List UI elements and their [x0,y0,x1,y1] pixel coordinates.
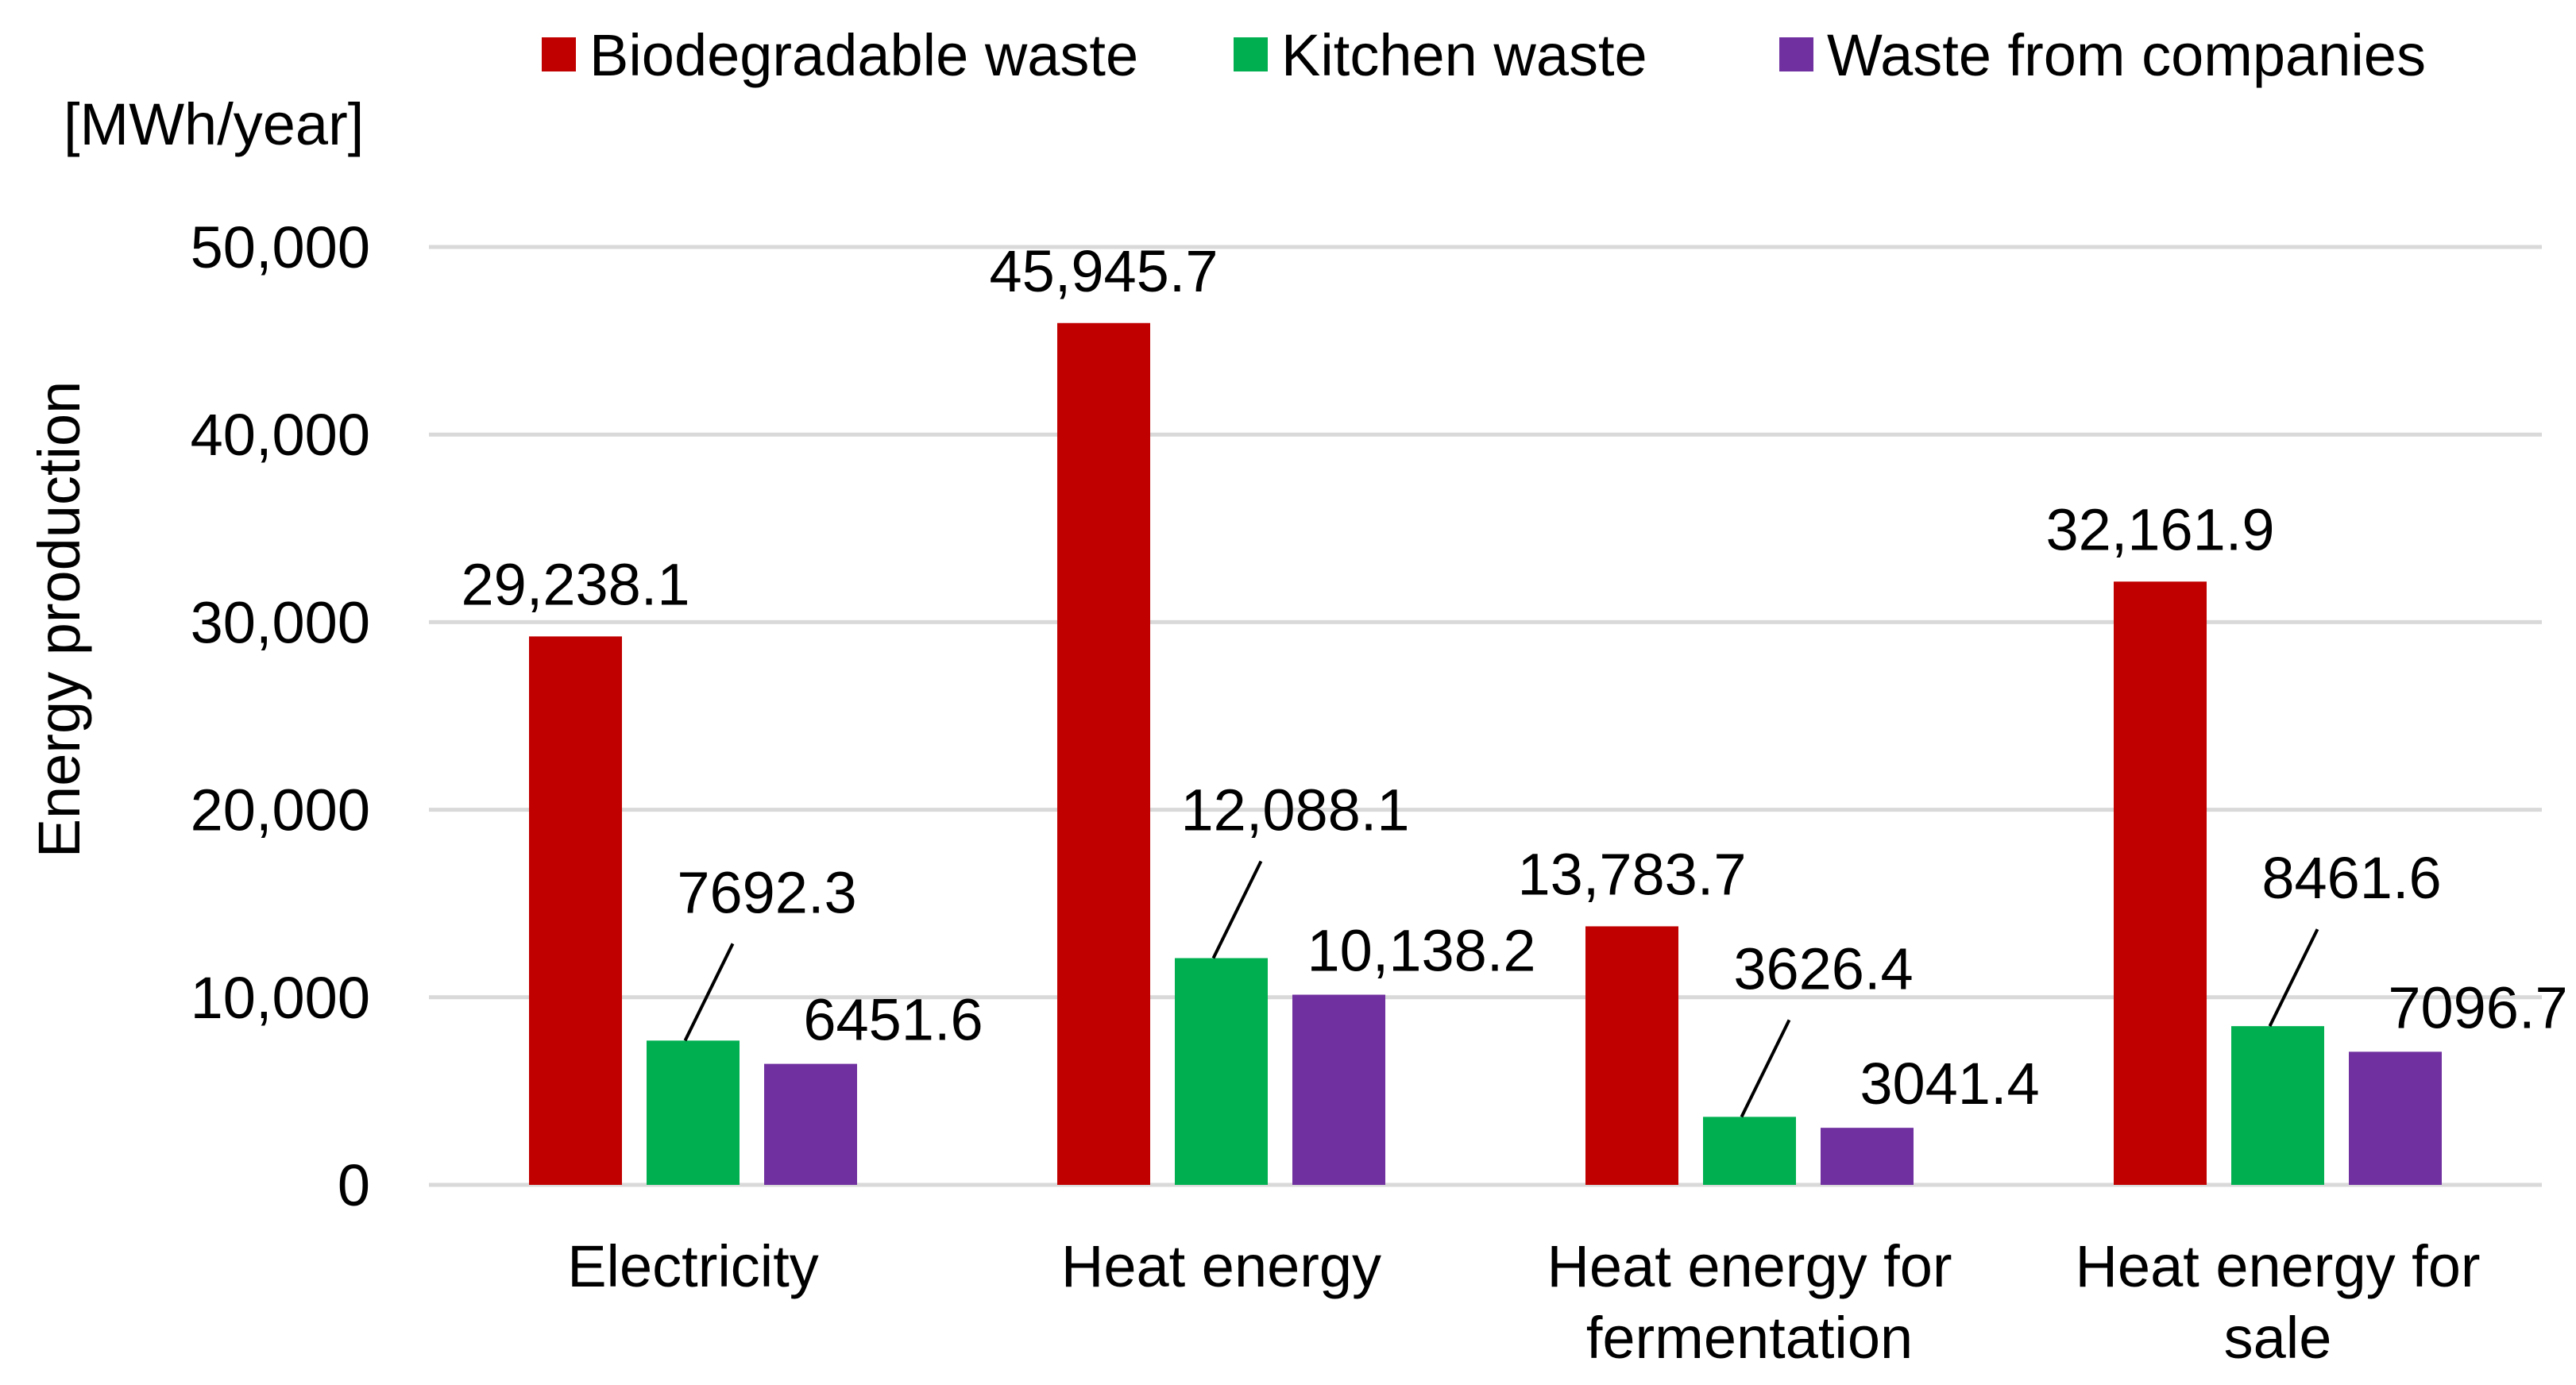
data-label: 32,161.9 [2045,496,2274,562]
y-axis-title: Energy production [26,381,92,858]
data-label: 13,783.7 [1517,841,1746,907]
legend-swatch [1779,37,1813,71]
bar [1585,926,1678,1185]
bar [764,1063,857,1185]
data-label: 6451.6 [803,987,983,1053]
legend-label: Kitchen waste [1281,22,1647,88]
y-tick-label: 50,000 [191,214,370,280]
leader-line [683,943,735,1042]
bars [529,322,2442,1185]
bar [529,636,622,1185]
bar [1703,1117,1796,1185]
data-label: 8461.6 [2261,845,2441,911]
bar [2114,581,2207,1185]
y-axis-ticks: 0 10,000 20,000 30,000 40,000 50,000 [191,214,370,1218]
data-label: 3626.4 [1733,936,1913,1001]
legend-swatch [542,37,576,71]
x-category-label: Electricity [567,1233,819,1299]
legend-label: Biodegradable waste [589,22,1138,88]
y-tick-label: 40,000 [191,402,370,468]
leader-line [1211,860,1263,959]
legend-label: Waste from companies [1827,22,2426,88]
legend-swatch [1234,37,1268,71]
y-tick-label: 20,000 [191,777,370,843]
x-category-label: Heat energy for sale [2075,1233,2480,1371]
bar [1057,322,1150,1185]
leader-line [1740,1019,1791,1118]
bar [1821,1128,1914,1185]
data-label: 12,088.1 [1180,777,1409,843]
data-label: 7692.3 [677,859,856,925]
data-label: 3041.4 [1860,1051,2039,1117]
x-category-label: Heat energy [1061,1233,1381,1299]
gridlines [429,245,2542,1187]
legend: Biodegradable waste Kitchen waste Waste fr… [542,22,2426,88]
data-label: 45,945.7 [989,238,1218,304]
bar [647,1040,740,1185]
bar [1292,994,1385,1185]
bar [1175,958,1268,1185]
unit-label: [MWh/year] [64,91,364,157]
bar [2231,1026,2324,1185]
leader-line [2268,928,2319,1028]
data-label: 10,138.2 [1307,918,1535,984]
y-tick-label: 10,000 [191,965,370,1031]
label-leader-lines [683,860,2319,1118]
y-tick-label: 30,000 [191,589,370,655]
x-category-label: Heat energy for fermentation [1547,1233,1952,1371]
data-labels: 29,238.1 45,945.7 13,783.7 32,161.9 7692.3 12… [461,238,2567,1117]
data-label: 29,238.1 [461,551,689,617]
y-tick-label: 0 [338,1152,370,1218]
data-label: 7096.7 [2388,974,2567,1040]
x-axis-categories: Electricity Heat energy Heat energy for fer… [567,1233,2480,1371]
bar [2349,1051,2442,1185]
